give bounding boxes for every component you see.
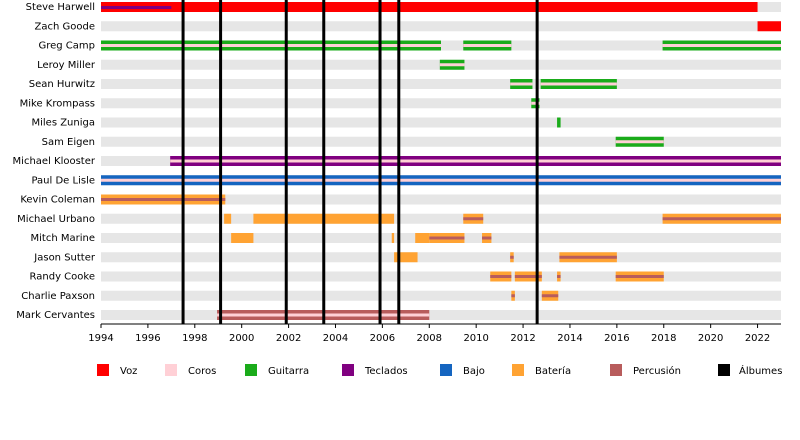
period-bar bbox=[391, 233, 395, 243]
legend-swatch bbox=[97, 364, 109, 376]
legend-swatch bbox=[245, 364, 257, 376]
row-band bbox=[101, 213, 781, 224]
row-band bbox=[101, 252, 781, 263]
member-label: Mitch Marine bbox=[31, 233, 95, 244]
legend-label: Guitarra bbox=[268, 366, 309, 377]
period-stripe bbox=[662, 44, 781, 47]
period-stripe bbox=[101, 44, 441, 47]
member-label: Zach Goode bbox=[35, 21, 95, 32]
row-band bbox=[101, 98, 781, 109]
period-stripe bbox=[615, 140, 664, 144]
period-stripe bbox=[510, 255, 514, 259]
x-tick-label: 2004 bbox=[323, 333, 348, 344]
member-label: Mark Cervantes bbox=[16, 310, 95, 321]
member-label: Miles Zuniga bbox=[31, 118, 95, 129]
row-band bbox=[101, 21, 781, 32]
x-tick-label: 2022 bbox=[745, 333, 770, 344]
x-tick-label: 2010 bbox=[463, 333, 488, 344]
x-tick-label: 1996 bbox=[135, 333, 160, 344]
period-bar bbox=[415, 233, 430, 243]
period-stripe bbox=[101, 178, 781, 182]
period-bar bbox=[231, 233, 254, 243]
legend-swatch bbox=[165, 364, 177, 376]
row-band bbox=[101, 310, 781, 320]
x-tick-label: 2020 bbox=[698, 333, 723, 344]
member-label: Greg Camp bbox=[38, 41, 95, 52]
legend-swatch bbox=[440, 364, 452, 376]
row-band bbox=[101, 136, 781, 147]
legend-swatch bbox=[512, 364, 524, 376]
member-label: Kevin Coleman bbox=[20, 195, 95, 206]
legend-label: Bajo bbox=[463, 366, 485, 377]
period-stripe bbox=[557, 275, 561, 278]
period-stripe bbox=[615, 275, 664, 278]
x-tick-label: 2008 bbox=[417, 333, 442, 344]
period-stripe bbox=[541, 294, 559, 298]
member-label: Sean Hurwitz bbox=[29, 79, 95, 90]
x-tick-label: 2002 bbox=[276, 333, 301, 344]
member-label: Jason Sutter bbox=[33, 252, 96, 263]
member-label: Randy Cooke bbox=[30, 272, 95, 283]
period-stripe bbox=[439, 63, 465, 67]
member-label: Leroy Miller bbox=[37, 60, 96, 71]
legend-label: Coros bbox=[188, 366, 216, 377]
period-bar bbox=[101, 2, 758, 12]
member-label: Steve Harwell bbox=[26, 2, 95, 13]
period-stripe bbox=[510, 82, 533, 86]
legend-label: Batería bbox=[535, 365, 571, 377]
member-label: Michael Klooster bbox=[13, 156, 96, 167]
period-bar bbox=[224, 213, 232, 224]
member-label: Charlie Paxson bbox=[21, 291, 95, 302]
row-band bbox=[101, 271, 781, 282]
period-stripe bbox=[531, 101, 540, 105]
x-tick-label: 2000 bbox=[229, 333, 254, 344]
period-bar bbox=[557, 117, 561, 128]
period-bar bbox=[394, 252, 418, 263]
period-stripe bbox=[429, 236, 465, 240]
x-tick-label: 2012 bbox=[510, 333, 535, 344]
period-stripe bbox=[463, 217, 484, 221]
period-stripe bbox=[662, 217, 781, 221]
legend-label: Teclados bbox=[364, 366, 408, 377]
legend-label: Voz bbox=[120, 366, 137, 377]
period-stripe bbox=[511, 294, 515, 298]
row-band bbox=[101, 194, 781, 205]
legend-swatch bbox=[342, 364, 354, 376]
legend-label: Álbumes bbox=[739, 364, 782, 377]
period-stripe bbox=[540, 82, 617, 86]
member-label: Sam Eigen bbox=[42, 137, 95, 148]
x-tick-label: 2014 bbox=[557, 333, 582, 344]
x-tick-label: 2006 bbox=[370, 333, 395, 344]
period-bar bbox=[757, 21, 781, 32]
row-band bbox=[101, 290, 781, 301]
row-band bbox=[101, 117, 781, 128]
x-tick-label: 2016 bbox=[604, 333, 629, 344]
period-stripe bbox=[170, 159, 781, 163]
member-label: Mike Krompass bbox=[20, 98, 95, 109]
legend-swatch bbox=[718, 364, 730, 376]
period-bar bbox=[101, 6, 172, 9]
period-stripe bbox=[463, 44, 512, 47]
x-tick-label: 2018 bbox=[651, 333, 676, 344]
period-stripe bbox=[559, 255, 617, 259]
legend-label: Percusión bbox=[633, 365, 681, 377]
member-label: Michael Urbano bbox=[17, 214, 95, 225]
period-stripe bbox=[490, 275, 512, 278]
x-tick-label: 1998 bbox=[182, 333, 207, 344]
period-stripe bbox=[482, 236, 492, 240]
x-tick-label: 1994 bbox=[88, 333, 113, 344]
period-stripe bbox=[101, 198, 226, 201]
member-label: Paul De Lisle bbox=[31, 175, 95, 186]
legend-swatch bbox=[610, 364, 622, 376]
row-band bbox=[101, 79, 781, 89]
period-stripe bbox=[514, 275, 542, 278]
